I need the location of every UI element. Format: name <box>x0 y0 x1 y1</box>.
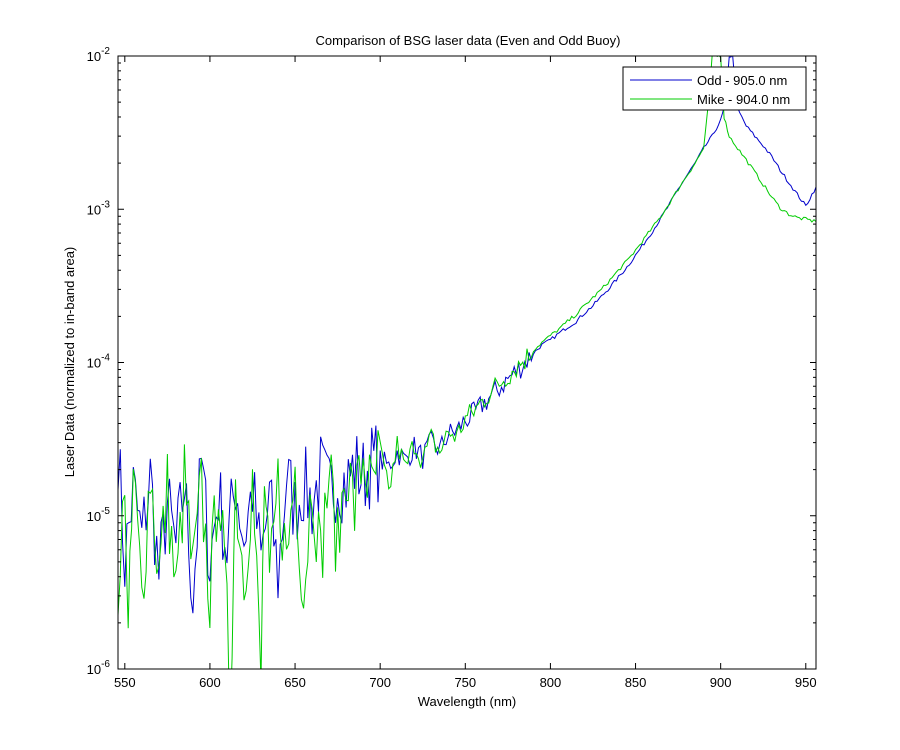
x-tick-label: 750 <box>454 675 476 690</box>
y-axis-label: Laser Data (normalized to in-band area) <box>62 247 77 478</box>
x-axis-label: Wavelength (nm) <box>418 694 517 709</box>
legend-box <box>622 66 807 111</box>
x-tick-label: 950 <box>795 675 817 690</box>
x-tick-label: 650 <box>284 675 306 690</box>
x-axis: 550 600 650 700 750 800 850 900 950 <box>114 56 817 690</box>
x-tick-label: 800 <box>540 675 562 690</box>
chart-title: Comparison of BSG laser data (Even and O… <box>316 33 621 48</box>
legend: Odd - 905.0 nm Mike - 904.0 nm <box>622 66 807 111</box>
series-line-mike <box>118 56 816 669</box>
x-tick-label: 600 <box>199 675 221 690</box>
legend-label: Mike - 904.0 nm <box>697 92 790 107</box>
y-axis: 10-6 10-5 10-4 10-3 10-2 <box>87 46 816 677</box>
y-tick-label: 10-2 <box>87 46 111 64</box>
x-tick-label: 900 <box>710 675 732 690</box>
series-layer <box>118 56 816 669</box>
legend-label: Odd - 905.0 nm <box>697 73 787 88</box>
y-tick-label: 10-6 <box>87 659 111 677</box>
x-tick-label: 850 <box>625 675 647 690</box>
title-group: Comparison of BSG laser data (Even and O… <box>316 33 621 48</box>
y-tick-label: 10-4 <box>87 353 111 371</box>
y-tick-label: 10-5 <box>87 506 111 524</box>
x-tick-label: 700 <box>369 675 391 690</box>
y-tick-label: 10-3 <box>87 199 111 217</box>
plot-area <box>118 56 816 669</box>
x-tick-label: 550 <box>114 675 136 690</box>
